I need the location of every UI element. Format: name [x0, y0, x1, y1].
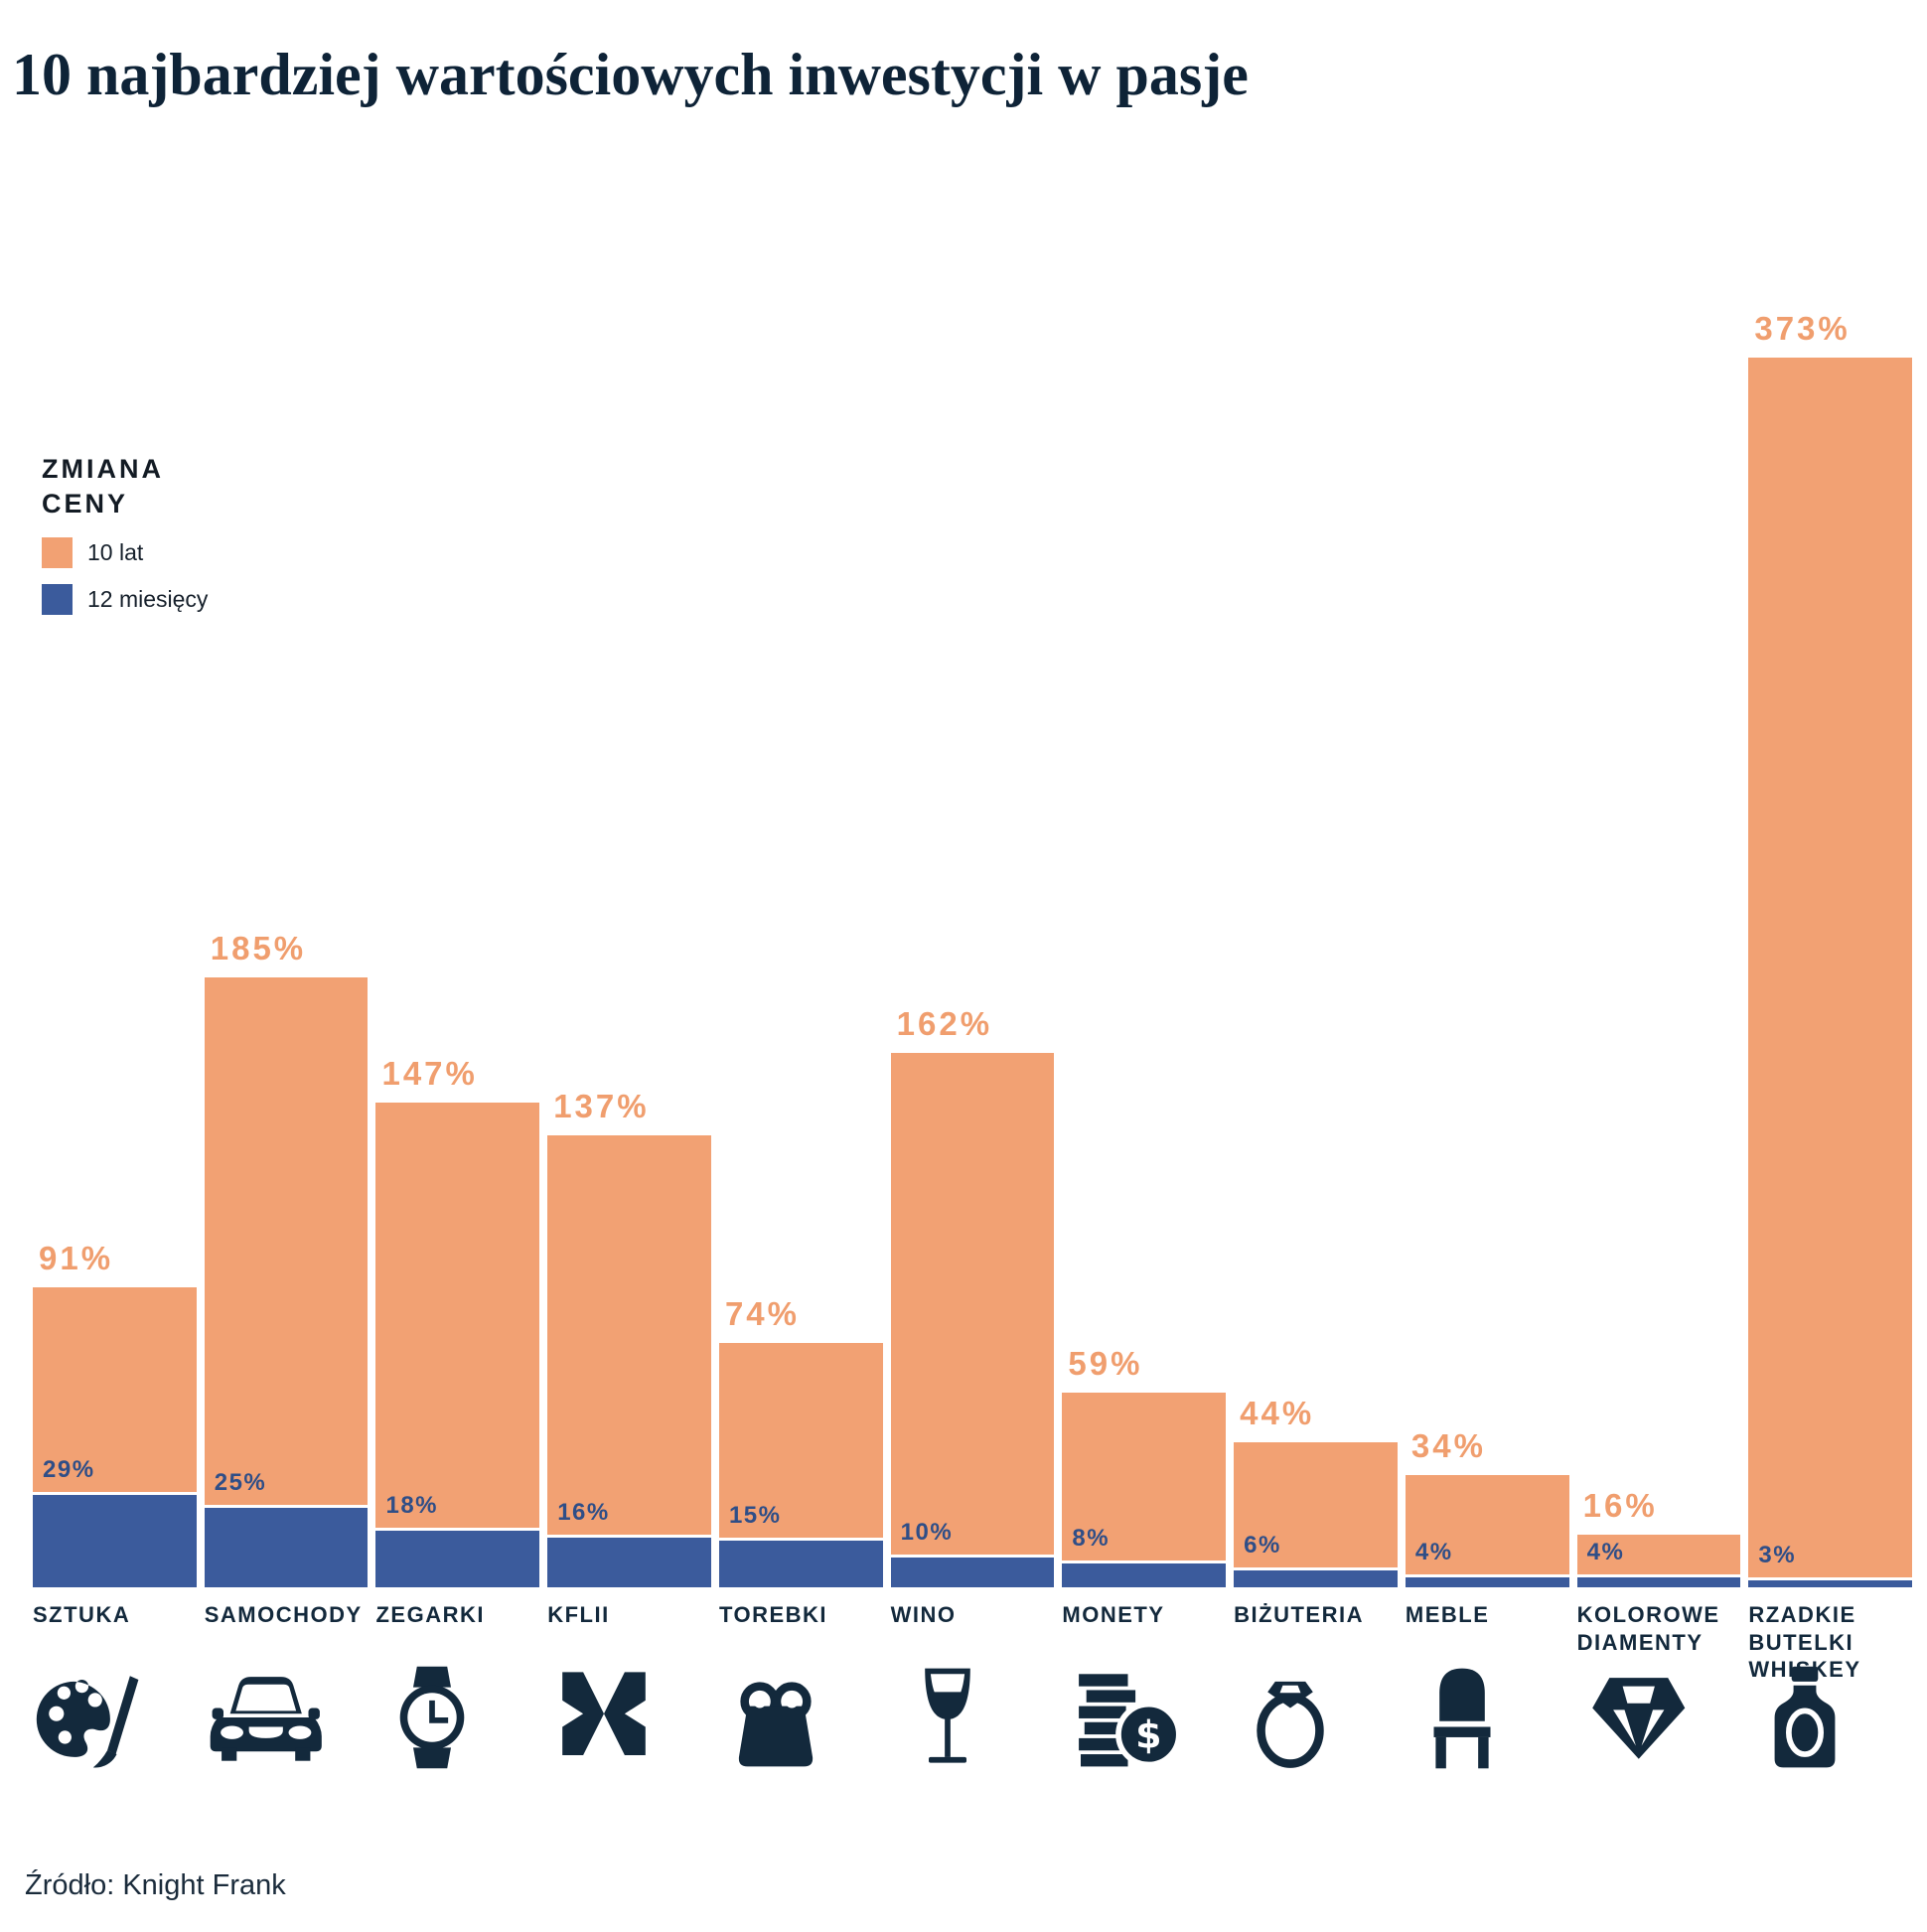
value-label-10lat-bi-uteria: 44% [1240, 1395, 1315, 1431]
bar-column-torebki: 74% 15% TOREBKI [718, 298, 883, 1780]
bar-10lat-zegarki: 18% [375, 1103, 540, 1587]
bar-10lat-bi-uteria: 6% [1234, 1442, 1398, 1587]
bar-12miesiecy-torebki [718, 1538, 883, 1587]
value-label-10lat-kolorowe-diamenty: 16% [1582, 1487, 1658, 1524]
value-label-12miesiecy-monety: 8% [1072, 1525, 1111, 1552]
bar-10lat-kolorowe-diamenty: 4% [1576, 1535, 1741, 1587]
whiskey-bottle-icon [1748, 1653, 1912, 1780]
value-label-12miesiecy-kolorowe-diamenty: 4% [1586, 1539, 1625, 1565]
value-label-12miesiecy-samochody: 25% [214, 1469, 267, 1496]
bar-12miesiecy-kflii [547, 1535, 711, 1587]
value-label-10lat-samochody: 185% [210, 930, 307, 966]
bar-10lat-meble: 4% [1405, 1475, 1569, 1587]
bar-10lat-kflii: 16% [547, 1135, 711, 1587]
category-label-meble: MEBLE [1405, 1602, 1490, 1627]
value-label-10lat-torebki: 74% [724, 1295, 800, 1332]
palette-brush-icon [33, 1653, 197, 1780]
car-icon [205, 1653, 369, 1780]
category-label-zegarki: ZEGARKI [375, 1602, 485, 1627]
bar-12miesiecy-sztuka [33, 1492, 197, 1587]
bar-column-bi-uteria: 44% 6% BIŻUTERIA [1234, 298, 1398, 1780]
category-label-wino: WINO [890, 1602, 957, 1627]
bar-column-zegarki: 147% 18% ZEGARKI [375, 298, 540, 1780]
bar-12miesiecy-rzadkie-butelki-whiskey [1748, 1577, 1913, 1587]
bar-chart: 91% 29% SZTUKA 185% 25% SAMOCHODY 147% 18% ZEGAR… [33, 298, 1913, 1780]
value-label-12miesiecy-bi-uteria: 6% [1244, 1532, 1281, 1559]
wristwatch-icon [375, 1653, 539, 1780]
legend-item-12-miesiecy: 12 miesięcy [42, 584, 300, 616]
bar-column-monety: 59% 8% MONETY $ [1062, 298, 1227, 1780]
bar-12miesiecy-bi-uteria [1234, 1567, 1398, 1587]
kflii-checker-icon [547, 1653, 711, 1780]
bar-10lat-wino: 10% [890, 1053, 1055, 1587]
bar-12miesiecy-zegarki [375, 1528, 540, 1587]
svg-text:$: $ [1136, 1712, 1162, 1756]
value-label-12miesiecy-rzadkie-butelki-whiskey: 3% [1758, 1542, 1797, 1568]
value-label-12miesiecy-wino: 10% [900, 1519, 954, 1546]
category-label-rzadkie-butelki-whiskey: RZADKIE BUTELKI WHISKEY [1748, 1602, 1859, 1682]
bar-10lat-monety: 8% [1062, 1393, 1227, 1587]
legend-label-12-miesiecy: 12 miesięcy [87, 586, 209, 613]
bar-12miesiecy-kolorowe-diamenty [1576, 1574, 1741, 1587]
value-label-10lat-meble: 34% [1410, 1427, 1486, 1464]
bar-12miesiecy-wino [890, 1555, 1055, 1587]
value-label-10lat-kflii: 137% [553, 1088, 650, 1124]
bar-column-sztuka: 91% 29% SZTUKA [33, 298, 197, 1780]
bar-column-rzadkie-butelki-whiskey: 373% 3% RZADKIE BUTELKI WHISKEY [1748, 298, 1913, 1780]
bar-12miesiecy-samochody [204, 1505, 369, 1587]
category-label-kolorowe-diamenty: KOLOROWE DIAMENTY [1576, 1602, 1720, 1655]
legend-item-10-lat: 10 lat [42, 537, 300, 569]
wine-glass-icon [891, 1653, 1055, 1780]
coins-dollar-icon: $ [1062, 1653, 1226, 1780]
bar-column-samochody: 185% 25% SAMOCHODY [204, 298, 369, 1780]
value-label-12miesiecy-sztuka: 29% [43, 1456, 95, 1483]
value-label-10lat-zegarki: 147% [381, 1055, 478, 1092]
legend-swatch-10-lat [42, 537, 73, 569]
bar-column-meble: 34% 4% MEBLE [1405, 298, 1569, 1780]
bar-10lat-samochody: 25% [204, 977, 369, 1587]
diamond-gem-icon [1577, 1653, 1741, 1780]
value-label-10lat-sztuka: 91% [39, 1240, 114, 1276]
bar-10lat-torebki: 15% [718, 1343, 883, 1587]
bar-column-kflii: 137% 16% KFLII [547, 298, 711, 1780]
legend-swatch-12-miesiecy [42, 584, 73, 616]
handbag-icon [719, 1653, 883, 1780]
category-label-bi-uteria: BIŻUTERIA [1234, 1602, 1364, 1627]
value-label-12miesiecy-kflii: 16% [557, 1499, 610, 1526]
category-label-monety: MONETY [1062, 1602, 1165, 1627]
legend-title: ZMIANA CENY [42, 454, 163, 520]
value-label-10lat-wino: 162% [896, 1005, 993, 1042]
diamond-ring-icon [1234, 1653, 1398, 1780]
value-label-10lat-rzadkie-butelki-whiskey: 373% [1754, 310, 1851, 347]
source-note: Źródło: Knight Frank [25, 1869, 286, 1901]
bar-10lat-sztuka: 29% [33, 1287, 197, 1587]
value-label-10lat-monety: 59% [1068, 1345, 1143, 1382]
value-label-12miesiecy-zegarki: 18% [385, 1492, 439, 1519]
category-label-samochody: SAMOCHODY [204, 1602, 363, 1627]
category-label-kflii: KFLII [547, 1602, 610, 1627]
value-label-12miesiecy-meble: 4% [1414, 1539, 1453, 1565]
bar-12miesiecy-meble [1405, 1574, 1569, 1587]
page-title: 10 najbardziej wartościowych inwestycji … [12, 42, 1249, 108]
bar-12miesiecy-monety [1062, 1560, 1227, 1587]
category-label-torebki: TOREBKI [718, 1602, 828, 1627]
legend: ZMIANA CENY 10 lat 12 miesięcy [42, 452, 300, 616]
chair-icon [1406, 1653, 1569, 1780]
bar-column-kolorowe-diamenty: 16% 4% KOLOROWE DIAMENTY [1576, 298, 1741, 1780]
legend-label-10-lat: 10 lat [87, 539, 144, 566]
category-label-sztuka: SZTUKA [33, 1602, 131, 1627]
bar-column-wino: 162% 10% WINO [890, 298, 1055, 1780]
bar-10lat-rzadkie-butelki-whiskey: 3% [1748, 358, 1913, 1587]
value-label-12miesiecy-torebki: 15% [728, 1502, 782, 1529]
